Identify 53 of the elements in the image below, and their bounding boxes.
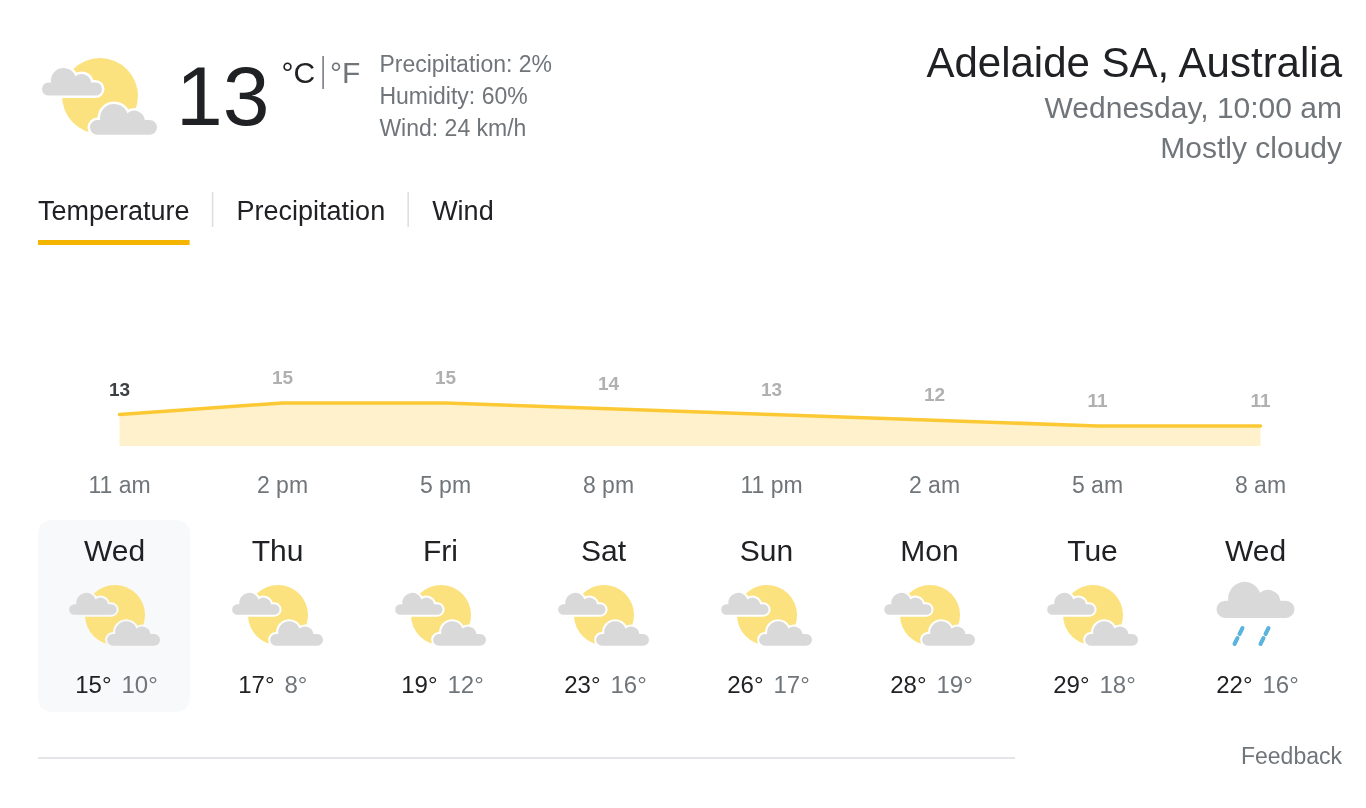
x-tick-label: 11 am — [88, 472, 151, 498]
text: Mostly cloudy — [1160, 131, 1342, 164]
data-label: 15 — [271, 367, 294, 388]
data-label: 8° — [284, 671, 308, 698]
text: Feedback — [1240, 743, 1343, 769]
data-label: 29° — [1053, 671, 1090, 698]
text: Precipitation: 2% — [379, 51, 553, 77]
data-label: 18° — [1099, 671, 1136, 698]
data-label: 17° — [773, 671, 810, 698]
data-label: 22° — [1216, 671, 1253, 698]
data-label: 16° — [1262, 671, 1299, 698]
data-label: 15° — [75, 671, 112, 698]
data-label: 23° — [564, 671, 601, 698]
text: Precipitation — [236, 196, 386, 226]
x-tick-label: 8 am — [1234, 472, 1287, 498]
x-tick-label: 11 pm — [740, 472, 803, 498]
data-label: 19° — [936, 671, 973, 698]
data-label: 19° — [401, 671, 438, 698]
category-label: Tue — [1067, 534, 1118, 567]
data-label: 28° — [890, 671, 927, 698]
data-label: 17° — [238, 671, 275, 698]
data-label: 26° — [727, 671, 764, 698]
category-label: Thu — [251, 534, 304, 567]
category-label: Fri — [423, 534, 458, 567]
x-tick-label: 2 am — [908, 472, 961, 498]
category-label: Mon — [900, 534, 959, 567]
data-label: 13 — [760, 378, 783, 400]
category-label: Wed — [1224, 534, 1287, 567]
data-label: 15 — [434, 367, 457, 388]
data-label: 11 — [1087, 390, 1108, 411]
data-label: 12° — [447, 671, 484, 698]
text: 13 — [176, 49, 270, 143]
data-label: 14 — [597, 372, 620, 394]
text: Wednesday, 10:00 am — [1044, 91, 1342, 124]
x-tick-label: 2 pm — [256, 472, 309, 498]
category-label: Sun — [739, 534, 794, 567]
text: Wind — [432, 196, 494, 226]
data-label: 12 — [923, 384, 946, 406]
text: Humidity: 60% — [379, 83, 528, 109]
data-label: 11 — [1250, 390, 1271, 411]
category-label: Sat — [580, 534, 627, 567]
data-label: 10° — [121, 671, 158, 698]
text: °C — [281, 56, 316, 89]
text: °F — [330, 56, 361, 89]
data-label: 13 — [108, 378, 131, 400]
x-tick-label: 5 am — [1071, 472, 1124, 498]
text: Wind: 24 km/h — [379, 115, 527, 141]
x-tick-label: 5 pm — [419, 472, 472, 498]
data-label: 16° — [610, 671, 647, 698]
category-label: Wed — [83, 534, 146, 567]
x-tick-label: 8 pm — [582, 472, 635, 498]
text: Adelaide SA, Australia — [926, 39, 1343, 86]
text: Temperature — [38, 196, 190, 226]
